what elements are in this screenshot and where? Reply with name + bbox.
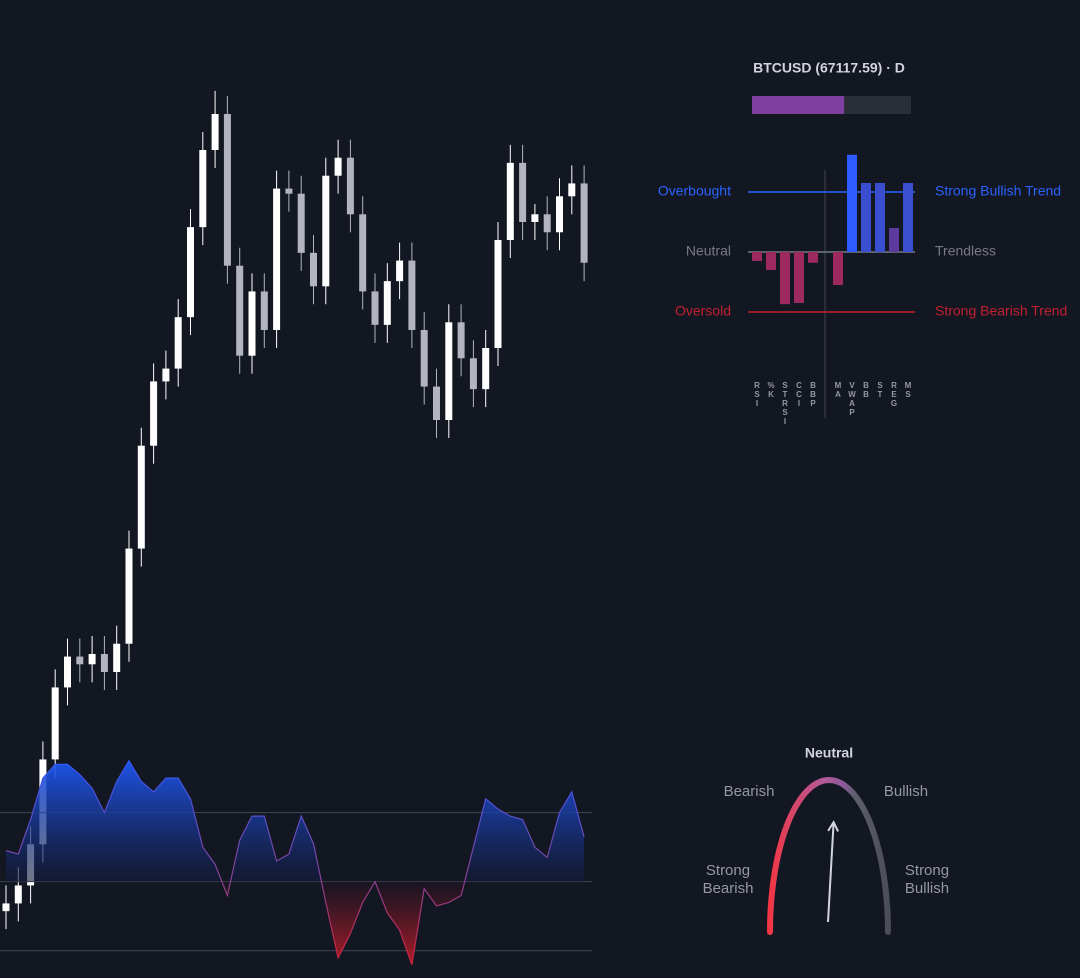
candle-body [556,196,563,233]
candle-body [174,317,182,369]
candle-body [531,214,539,222]
candle-body [445,322,453,420]
candle-body [187,227,194,318]
candle-body [76,656,84,665]
bar [861,183,871,252]
bar [875,183,885,252]
candle-body [334,157,342,176]
panel-title: BTCUSD (67117.59) · D [753,60,905,76]
oscillator-area [6,760,585,965]
reference-left-label: Neutral [686,243,731,259]
bar-label: RSI [753,381,762,408]
candle-body [260,291,268,330]
bar-label: STRSI [781,381,790,426]
candle-body [2,903,10,912]
bar [847,154,857,252]
bar-label: ST [876,381,885,399]
candle-body [88,654,96,665]
candle-body [457,322,465,359]
candle-body [482,348,490,390]
bar-label: MS [904,381,913,399]
candle-body [297,193,305,253]
candle-body [64,656,71,688]
bar [889,228,899,252]
bar-label: BB [862,381,871,399]
candle-body [248,291,256,356]
candle-body [113,643,121,672]
bar-label: %K [767,381,776,399]
candle-body [150,381,158,446]
candle-body [359,214,367,292]
candle-body [125,548,133,644]
candle-body [580,183,588,263]
reference-left-label: Oversold [675,303,731,319]
gauge-title: Neutral [805,745,853,761]
candle-body [433,386,440,420]
gauge-label: Strong Bullish [904,862,950,897]
candle-body [236,265,244,356]
candle-body [383,281,391,325]
candle-body [420,330,428,387]
bar-label: VWAP [847,381,856,417]
candle-body [223,114,231,266]
reference-left-label: Overbought [658,183,731,199]
candle-body [285,188,293,194]
bar [752,252,762,261]
gauge-arc [767,776,891,935]
reference-right-label: Strong Bearish Trend [935,303,1067,319]
bar [794,252,804,303]
candle-body [199,150,207,228]
candle-body [346,157,354,215]
bar [808,252,818,263]
candle-body [51,687,59,760]
gauge-label: Strong Bearish [702,862,754,897]
candle-body [100,654,108,672]
strength-fill [752,96,845,114]
bar [766,252,776,270]
reference-right-label: Strong Bullish Trend [935,183,1061,199]
gauge-label: Bearish [723,783,775,800]
oscillator-line [5,759,585,965]
bar-label: REG [890,381,899,408]
bar [903,183,913,252]
candle-body [469,358,477,390]
candle-body [494,240,502,348]
gauge-needle [827,820,840,923]
candle-body [310,252,317,287]
reference-right-label: Trendless [935,243,996,259]
bar-label: BBP [809,381,818,408]
bar-label: CCI [795,381,804,408]
candle-body [211,114,219,150]
candle-body [568,183,576,197]
candle-body [506,162,514,240]
candle-body [396,260,404,282]
candle-body [14,885,22,904]
gauge-label: Bullish [883,783,929,800]
candle-body [408,260,416,330]
bar-label: MA [834,381,843,399]
candle-body [519,162,527,222]
candle-body [273,188,281,330]
candle-body [137,445,145,549]
candle-body [371,291,379,325]
candle-body [543,214,551,233]
candle-body [322,175,330,287]
bar [780,252,790,305]
bar [833,252,843,285]
candle-body [162,368,170,382]
